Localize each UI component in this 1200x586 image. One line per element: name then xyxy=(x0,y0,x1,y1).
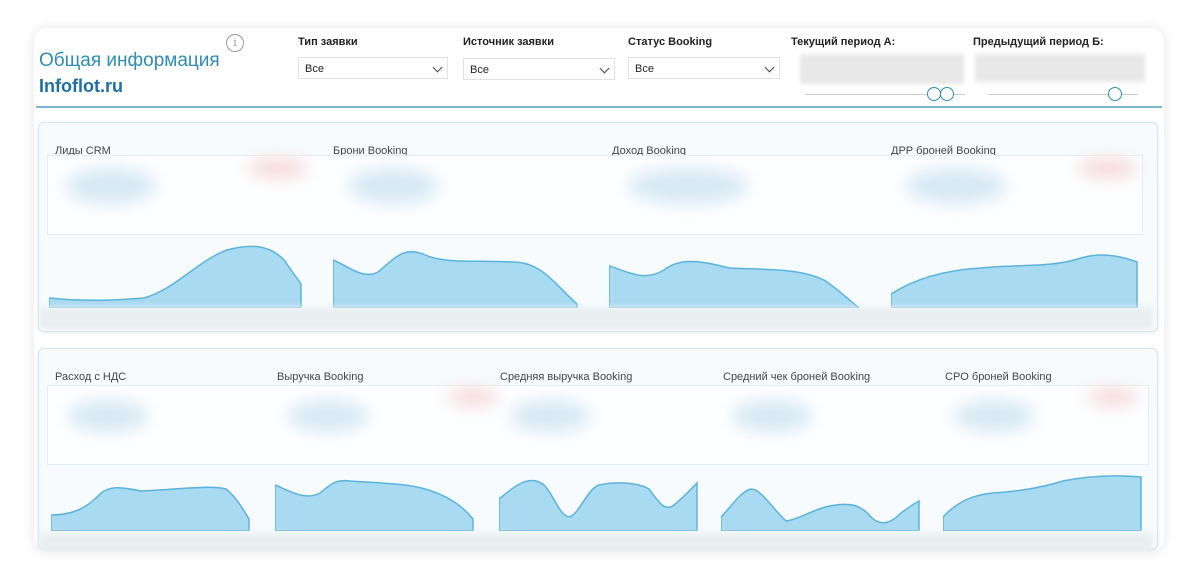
blurred-kpi-delta xyxy=(248,158,308,178)
slider-handle[interactable] xyxy=(1108,87,1122,101)
chevron-down-icon xyxy=(764,62,775,73)
sparkline-cpo xyxy=(943,475,1142,531)
metric-label: Средний чек броней Booking xyxy=(723,371,871,383)
metric-label: ДРР броней Booking xyxy=(891,145,996,157)
select-value: Все xyxy=(470,64,489,76)
period-label: Предыдущий период Б: xyxy=(973,36,1104,48)
sparkline-revenue xyxy=(275,479,474,531)
blurred-kpi-delta xyxy=(1078,158,1138,178)
filter-label: Тип заявки xyxy=(298,36,358,48)
select-value: Все xyxy=(305,63,324,75)
sparkline-expense xyxy=(51,486,250,531)
current-period: Текущий период А: xyxy=(791,36,895,48)
kpi-values-area xyxy=(47,385,1149,465)
metrics-panel-row2: Расход с НДС Выручка Booking Средняя выр… xyxy=(38,348,1158,552)
info-icon[interactable]: i xyxy=(226,34,244,52)
sparkline-bookings xyxy=(333,251,578,308)
blurred-kpi-delta xyxy=(448,388,498,406)
metric-label: Расход с НДС xyxy=(55,371,127,383)
sparkline-area xyxy=(891,254,1138,308)
blurred-kpi-value xyxy=(68,400,148,432)
dashboard-header: Общая информация Infoflot.ru i Тип заявк… xyxy=(34,28,1164,108)
metric-label: Средняя выручка Booking xyxy=(500,371,633,383)
current-period-slider[interactable] xyxy=(805,94,965,95)
blurred-kpi-value xyxy=(906,168,1006,204)
dashboard-frame: Общая информация Infoflot.ru i Тип заявк… xyxy=(34,28,1164,552)
metric-label: Лиды CRM xyxy=(55,145,111,157)
previous-period: Предыдущий период Б: xyxy=(973,36,1104,48)
current-period-input[interactable] xyxy=(800,54,964,84)
period-label: Текущий период А: xyxy=(791,36,896,48)
filter-request-type: Тип заявки xyxy=(298,36,358,48)
filter-label: Источник заявки xyxy=(463,36,554,48)
filter-label: Статус Booking xyxy=(628,36,713,48)
sparkline-avg-check xyxy=(721,488,920,531)
blurred-kpi-value xyxy=(954,400,1034,432)
kpi-values-area xyxy=(47,155,1143,235)
previous-period-input[interactable] xyxy=(975,54,1145,82)
blurred-kpi-value xyxy=(732,400,812,432)
sparkline-income xyxy=(609,260,861,308)
slider-handle[interactable] xyxy=(927,87,941,101)
previous-period-slider[interactable] xyxy=(988,94,1138,95)
sparkline-drr xyxy=(891,254,1138,308)
select-value: Все xyxy=(635,63,654,75)
blurred-footer xyxy=(39,307,1153,329)
blurred-kpi-value xyxy=(66,168,156,204)
metric-label: Доход Booking xyxy=(612,145,687,157)
sparkline-area xyxy=(943,475,1142,531)
request-type-select[interactable]: Все xyxy=(298,57,448,79)
blurred-kpi-value xyxy=(510,400,590,432)
sparkline-leads xyxy=(49,245,302,308)
sparkline-area xyxy=(49,245,302,308)
filter-booking-status: Статус Booking xyxy=(628,36,712,48)
metrics-panel-row1: Лиды CRM Брони Booking Доход Booking ДРР… xyxy=(38,122,1158,332)
booking-status-select[interactable]: Все xyxy=(628,57,780,79)
sparkline-area xyxy=(333,251,578,308)
blurred-footer xyxy=(39,533,1153,552)
sparkline-area xyxy=(721,488,920,531)
metric-label: Выручка Booking xyxy=(277,371,364,383)
brand-name: Infoflot.ru xyxy=(39,76,123,96)
blurred-kpi-delta xyxy=(1088,388,1138,406)
sparkline-area xyxy=(609,260,861,308)
page-title: Общая информация xyxy=(39,50,220,71)
chevron-down-icon xyxy=(432,62,443,73)
sparkline-area xyxy=(51,486,250,531)
chevron-down-icon xyxy=(599,63,610,74)
slider-handle[interactable] xyxy=(940,87,954,101)
header-divider xyxy=(36,106,1162,108)
blurred-kpi-value xyxy=(348,168,438,204)
filter-request-source: Источник заявки xyxy=(463,36,554,48)
request-source-select[interactable]: Все xyxy=(463,58,615,80)
blurred-kpi-value xyxy=(628,168,748,204)
metric-label: CPO броней Booking xyxy=(945,371,1052,383)
blurred-kpi-value xyxy=(288,400,368,432)
sparkline-area xyxy=(499,479,698,531)
sparkline-area xyxy=(275,479,474,531)
sparkline-avg-revenue xyxy=(499,479,698,531)
metric-label: Брони Booking xyxy=(333,145,408,157)
